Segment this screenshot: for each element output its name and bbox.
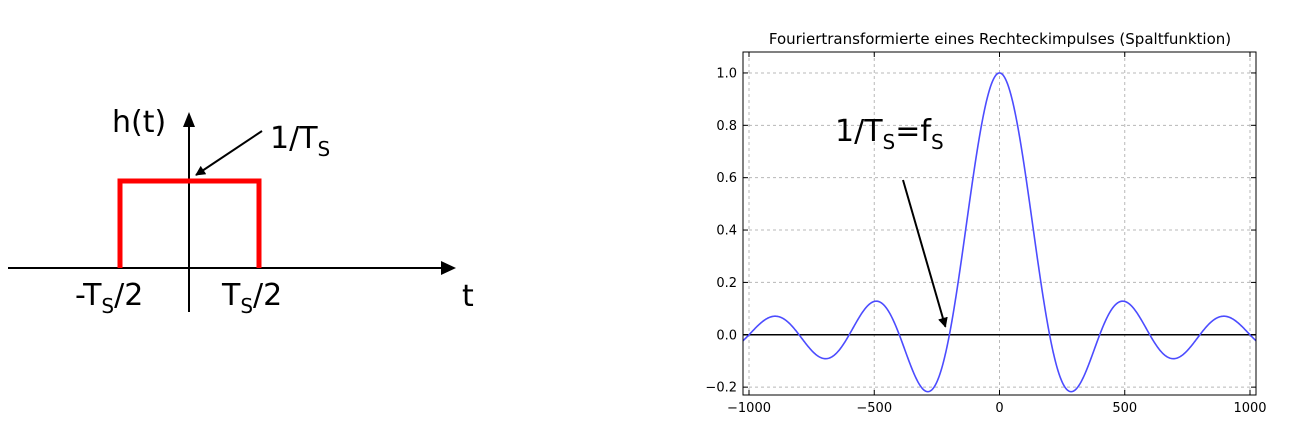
y-tick-label: 0.8 (716, 119, 737, 134)
annotation-arrow (902, 179, 948, 328)
x-tick-label: 1000 (1233, 401, 1266, 416)
pulse-height-label: 1/TS (270, 121, 330, 161)
annotation-label: 1/TS=fS (835, 114, 944, 154)
y-tick-label: −0.2 (705, 381, 737, 396)
right-edge-label: TS/2 (221, 278, 282, 318)
x-axis-label: t (462, 279, 474, 314)
x-tick-label: 500 (1112, 401, 1137, 416)
height-pointer-arrow (195, 130, 263, 176)
tick-layer: −1000 −500 0 500 1000 −0.2 0.0 0.2 0.4 0.6 0.8 1.0 (705, 52, 1267, 416)
amplitude-axis-arrowhead (183, 112, 195, 127)
y-tick-label: 1.0 (716, 66, 737, 81)
y-axis-label: h(t) (112, 105, 166, 140)
time-axis-arrowhead (441, 261, 456, 275)
x-tick-label: −500 (856, 401, 892, 416)
y-tick-label: 0.6 (716, 171, 737, 186)
y-tick-label: 0.4 (716, 224, 737, 239)
left-edge-label: -TS/2 (75, 278, 143, 318)
plot-frame (742, 51, 1257, 396)
grid-layer (743, 52, 1256, 395)
sinc-chart: Fouriertransformierte eines Rechteckimpu… (705, 30, 1266, 416)
rect-pulse-diagram: h(t) t 1/TS -TS/2 TS/2 (8, 105, 474, 318)
sinc-curve (742, 72, 1257, 393)
x-tick-label: −1000 (727, 401, 771, 416)
rect-pulse (117, 178, 262, 268)
y-tick-label: 0.2 (716, 276, 737, 291)
x-tick-label: 0 (995, 401, 1003, 416)
y-tick-label: 0.0 (716, 328, 737, 343)
chart-title: Fouriertransformierte eines Rechteckimpu… (769, 30, 1231, 48)
